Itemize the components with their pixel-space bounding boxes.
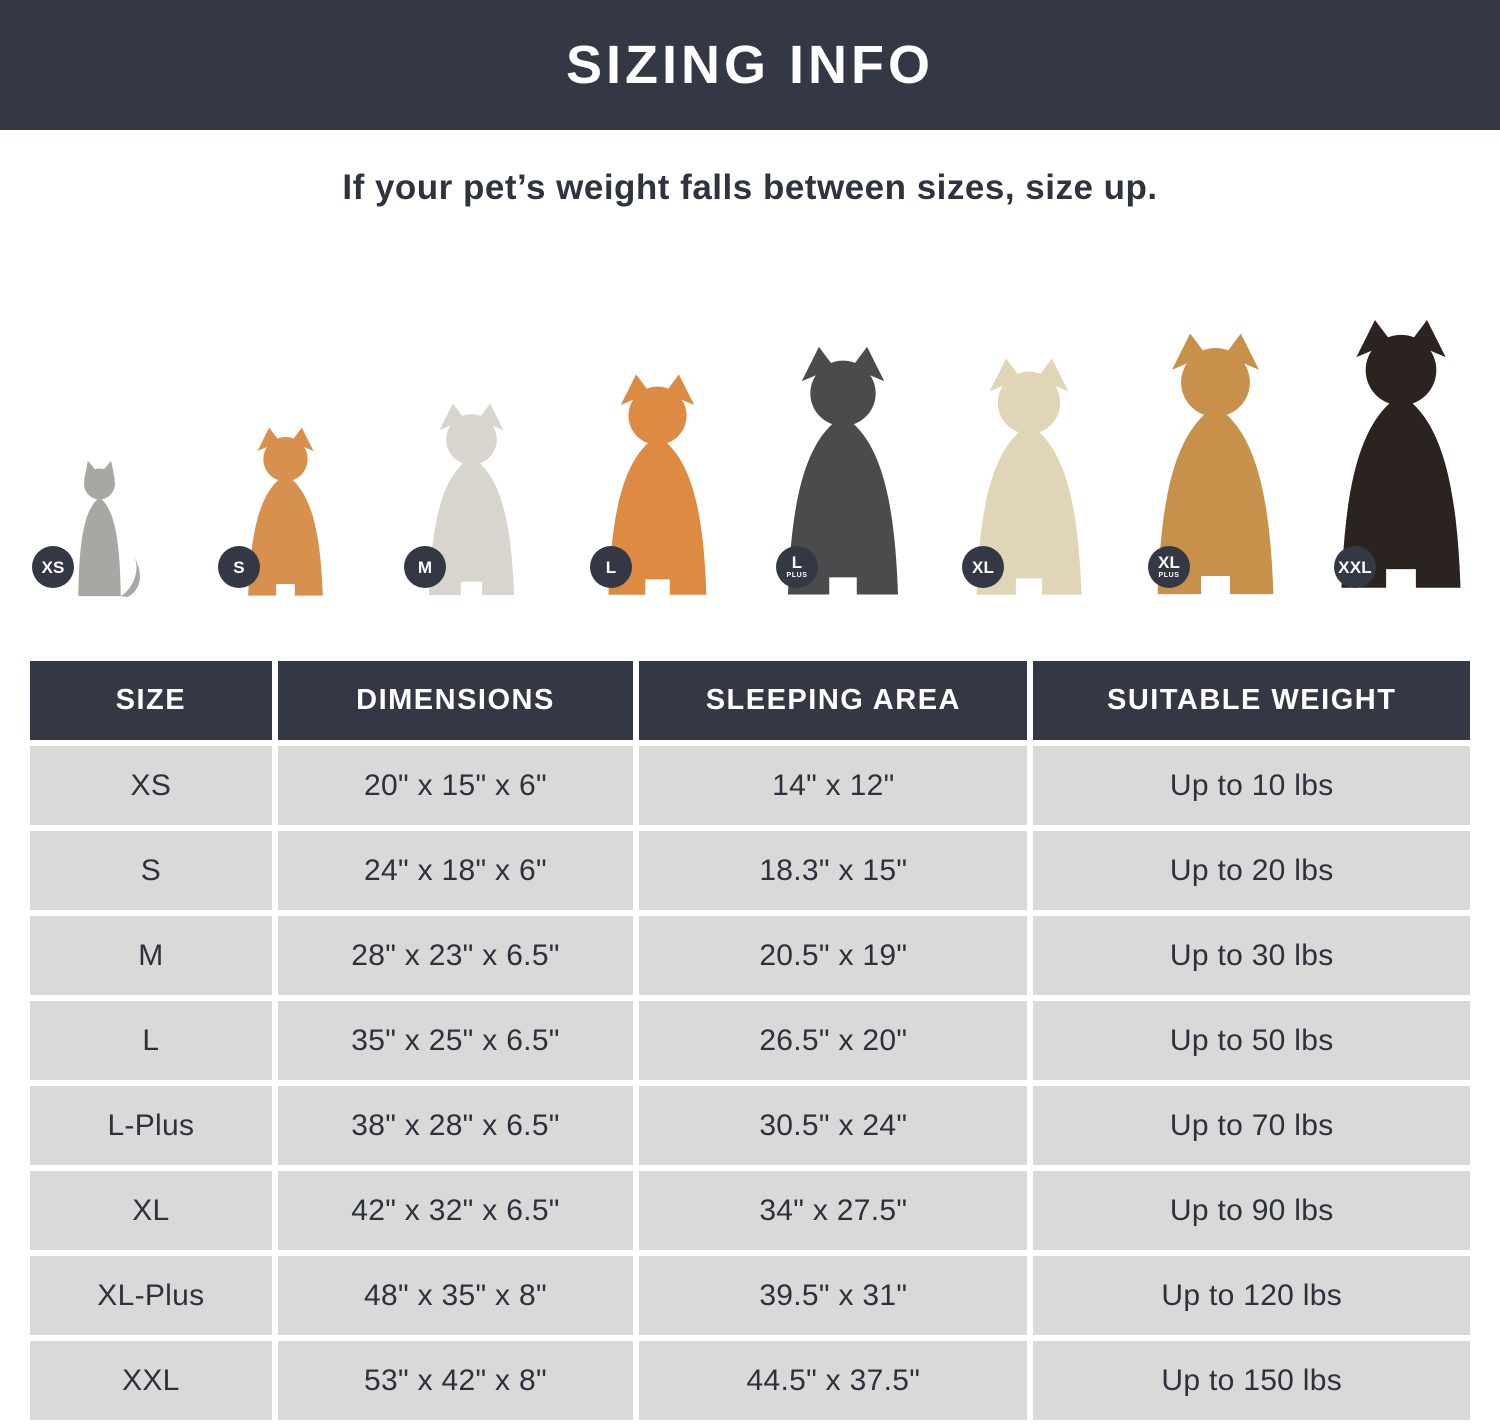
pet-slot-l: L [564,300,750,600]
doberman-illustration [1308,306,1494,598]
cell-dimensions: 38" x 28" x 6.5" [277,1086,634,1165]
cell-size: XL-Plus [30,1256,272,1335]
cell-weight: Up to 50 lbs [1033,1001,1470,1080]
header-cell-suitable-weight: SUITABLE WEIGHT [1033,661,1470,740]
size-badge-l: L [590,546,632,588]
sizing-table-section: SIZE DIMENSIONS SLEEPING AREA SUITABLE W… [0,655,1500,1426]
cell-weight: Up to 30 lbs [1033,916,1470,995]
pet-slot-xs: XS [6,300,192,600]
badge-label: XS [41,557,65,577]
table-row-l-plus: L-Plus 38" x 28" x 6.5" 30.5" x 24" Up t… [30,1086,1470,1165]
header-cell-dimensions: DIMENSIONS [277,661,634,740]
size-badge-xxl: XXL [1334,546,1376,588]
page-header: SIZING INFO [0,0,1500,130]
cell-weight: Up to 10 lbs [1033,746,1470,825]
sizing-table: SIZE DIMENSIONS SLEEPING AREA SUITABLE W… [24,655,1476,1426]
badge-label: XL [971,557,995,577]
cell-weight: Up to 120 lbs [1033,1256,1470,1335]
cell-sleeping-area: 14" x 12" [639,746,1028,825]
badge-label: L [605,557,617,577]
subtitle: If your pet’s weight falls between sizes… [342,168,1158,207]
cell-dimensions: 20" x 15" x 6" [277,746,634,825]
cell-weight: Up to 20 lbs [1033,831,1470,910]
cell-dimensions: 42" x 32" x 6.5" [277,1171,634,1250]
cell-sleeping-area: 34" x 27.5" [639,1171,1028,1250]
cell-size: L-Plus [30,1086,272,1165]
cell-sleeping-area: 18.3" x 15" [639,831,1028,910]
table-row-xs: XS 20" x 15" x 6" 14" x 12" Up to 10 lbs [30,746,1470,825]
cell-size: S [30,831,272,910]
table-row-m: M 28" x 23" x 6.5" 20.5" x 19" Up to 30 … [30,916,1470,995]
size-badge-xl: XL [962,546,1004,588]
cell-weight: Up to 90 lbs [1033,1171,1470,1250]
size-badge-xl-plus: XL PLUS [1148,546,1190,588]
cell-dimensions: 24" x 18" x 6" [277,831,634,910]
cell-sleeping-area: 39.5" x 31" [639,1256,1028,1335]
pet-slot-m: M [378,300,564,600]
cell-dimensions: 28" x 23" x 6.5" [277,916,634,995]
size-badge-l-plus: L PLUS [776,546,818,588]
table-row-xxl: XXL 53" x 42" x 8" 44.5" x 37.5" Up to 1… [30,1341,1470,1420]
cell-sleeping-area: 30.5" x 24" [639,1086,1028,1165]
page-title: SIZING INFO [566,35,934,95]
table-header-row: SIZE DIMENSIONS SLEEPING AREA SUITABLE W… [30,661,1470,740]
pet-slot-l-plus: L PLUS [750,300,936,600]
cell-sleeping-area: 26.5" x 20" [639,1001,1028,1080]
size-badge-xs: XS [32,546,74,588]
cell-size: XXL [30,1341,272,1420]
badge-label: XL [1157,552,1181,572]
table-row-xl-plus: XL-Plus 48" x 35" x 8" 39.5" x 31" Up to… [30,1256,1470,1335]
cell-size: L [30,1001,272,1080]
cell-size: M [30,916,272,995]
cell-size: XS [30,746,272,825]
cell-weight: Up to 150 lbs [1033,1341,1470,1420]
cell-dimensions: 48" x 35" x 8" [277,1256,634,1335]
cell-dimensions: 53" x 42" x 8" [277,1341,634,1420]
cell-dimensions: 35" x 25" x 6.5" [277,1001,634,1080]
table-row-l: L 35" x 25" x 6.5" 26.5" x 20" Up to 50 … [30,1001,1470,1080]
badge-plus-label: PLUS [786,571,808,579]
header-cell-sleeping-area: SLEEPING AREA [639,661,1028,740]
pet-slot-s: S [192,300,378,600]
size-badge-m: M [404,546,446,588]
pet-slot-xl-plus: XL PLUS [1122,300,1308,600]
pet-slot-xl: XL [936,300,1122,600]
badge-plus-label: PLUS [1158,571,1180,579]
table-row-s: S 24" x 18" x 6" 18.3" x 15" Up to 20 lb… [30,831,1470,910]
cell-weight: Up to 70 lbs [1033,1086,1470,1165]
header-cell-size: SIZE [30,661,272,740]
cell-size: XL [30,1171,272,1250]
size-badge-s: S [218,546,260,588]
badge-label: S [233,557,245,577]
badge-label: L [791,552,803,572]
cell-sleeping-area: 20.5" x 19" [639,916,1028,995]
badge-label: M [417,557,433,577]
table-row-xl: XL 42" x 32" x 6.5" 34" x 27.5" Up to 90… [30,1171,1470,1250]
badge-label: XXL [1338,557,1372,577]
cell-sleeping-area: 44.5" x 37.5" [639,1341,1028,1420]
pets-row: XS S M L L PLUS XL [0,300,1500,600]
pet-slot-xxl: XXL [1308,300,1494,600]
